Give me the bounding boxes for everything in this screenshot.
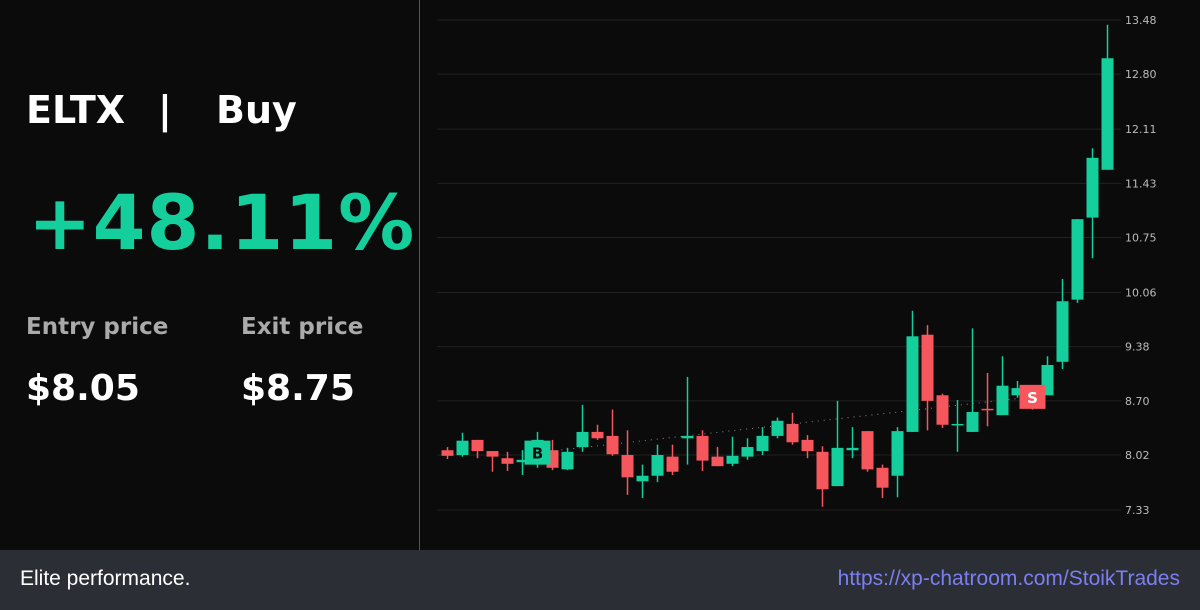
candle-body bbox=[621, 455, 634, 478]
y-tick-label: 11.43 bbox=[1125, 177, 1157, 190]
candle-body bbox=[921, 334, 934, 401]
tagline: Elite performance. bbox=[20, 567, 191, 590]
y-tick-label: 12.80 bbox=[1125, 68, 1157, 81]
candle-body bbox=[786, 423, 799, 443]
candle-body bbox=[831, 447, 844, 487]
candle-body bbox=[771, 420, 784, 436]
candle-body bbox=[801, 439, 814, 452]
candle-body bbox=[891, 431, 904, 476]
candle-body bbox=[741, 447, 754, 457]
candle-body bbox=[1071, 219, 1084, 300]
candle-body bbox=[456, 440, 469, 456]
candle-body bbox=[501, 458, 514, 464]
candle-body bbox=[696, 435, 709, 461]
candle-body bbox=[1011, 388, 1024, 396]
trade-marker bbox=[524, 440, 551, 465]
separator: | bbox=[158, 88, 172, 132]
candle-body bbox=[906, 336, 919, 432]
candle-body bbox=[636, 475, 649, 482]
candle-body bbox=[576, 431, 589, 448]
candle-body bbox=[441, 450, 454, 456]
candle-body bbox=[966, 412, 979, 432]
candle-body bbox=[756, 435, 769, 452]
performance: +48.11% bbox=[28, 178, 416, 267]
candle-body bbox=[876, 467, 889, 488]
candle-body bbox=[651, 455, 664, 476]
y-tick-label: 10.06 bbox=[1125, 286, 1157, 299]
summary-panel: ELTX | Buy +48.11% Entry price Exit pric… bbox=[0, 0, 420, 550]
y-tick-label: 12.11 bbox=[1125, 123, 1157, 136]
link[interactable]: https://xp-chatroom.com/StoikTrades bbox=[837, 567, 1180, 590]
y-tick-label: 10.75 bbox=[1125, 232, 1157, 245]
candle-body bbox=[861, 431, 874, 470]
trade-marker-label: S bbox=[1027, 389, 1038, 407]
candle-body bbox=[951, 423, 964, 426]
chart: 13.48 12.80 12.11 11.43 10.75 10.06 9.38 8.70 8.… bbox=[437, 14, 1157, 517]
candle-body bbox=[816, 451, 829, 490]
y-tick-label: 7.33 bbox=[1125, 504, 1150, 517]
entry-price: $8.05 bbox=[26, 368, 140, 409]
candle-body bbox=[981, 408, 994, 411]
candle-body bbox=[591, 431, 604, 439]
y-tick-label: 13.48 bbox=[1125, 14, 1157, 27]
candle-body bbox=[1101, 58, 1114, 170]
trade-side: Buy bbox=[216, 88, 297, 132]
candle-body bbox=[1056, 301, 1069, 362]
exit-label: Exit price bbox=[241, 314, 364, 340]
candle-body bbox=[516, 459, 529, 463]
y-tick-label: 8.70 bbox=[1125, 395, 1150, 408]
candle-body bbox=[711, 456, 724, 467]
y-tick-label: 8.02 bbox=[1125, 449, 1150, 462]
candle-body bbox=[846, 447, 859, 451]
candle-body bbox=[996, 385, 1009, 416]
entry-label: Entry price bbox=[26, 314, 169, 340]
trade-marker-label: B bbox=[532, 445, 543, 463]
footer: Elite performance. https://xp-chatroom.c… bbox=[0, 550, 1200, 610]
candle-body bbox=[1086, 157, 1099, 218]
candle-body bbox=[471, 439, 484, 452]
candle-body bbox=[936, 395, 949, 425]
ticker: ELTX bbox=[26, 88, 126, 132]
candle-body bbox=[681, 435, 694, 439]
candle-body bbox=[726, 455, 739, 464]
y-tick-label: 9.38 bbox=[1125, 341, 1150, 354]
candle-body bbox=[606, 435, 619, 455]
exit-price: $8.75 bbox=[241, 368, 355, 409]
candle-body bbox=[561, 451, 574, 470]
candle-body bbox=[666, 456, 679, 472]
trade-marker bbox=[1019, 384, 1046, 409]
candle-body bbox=[486, 451, 499, 457]
